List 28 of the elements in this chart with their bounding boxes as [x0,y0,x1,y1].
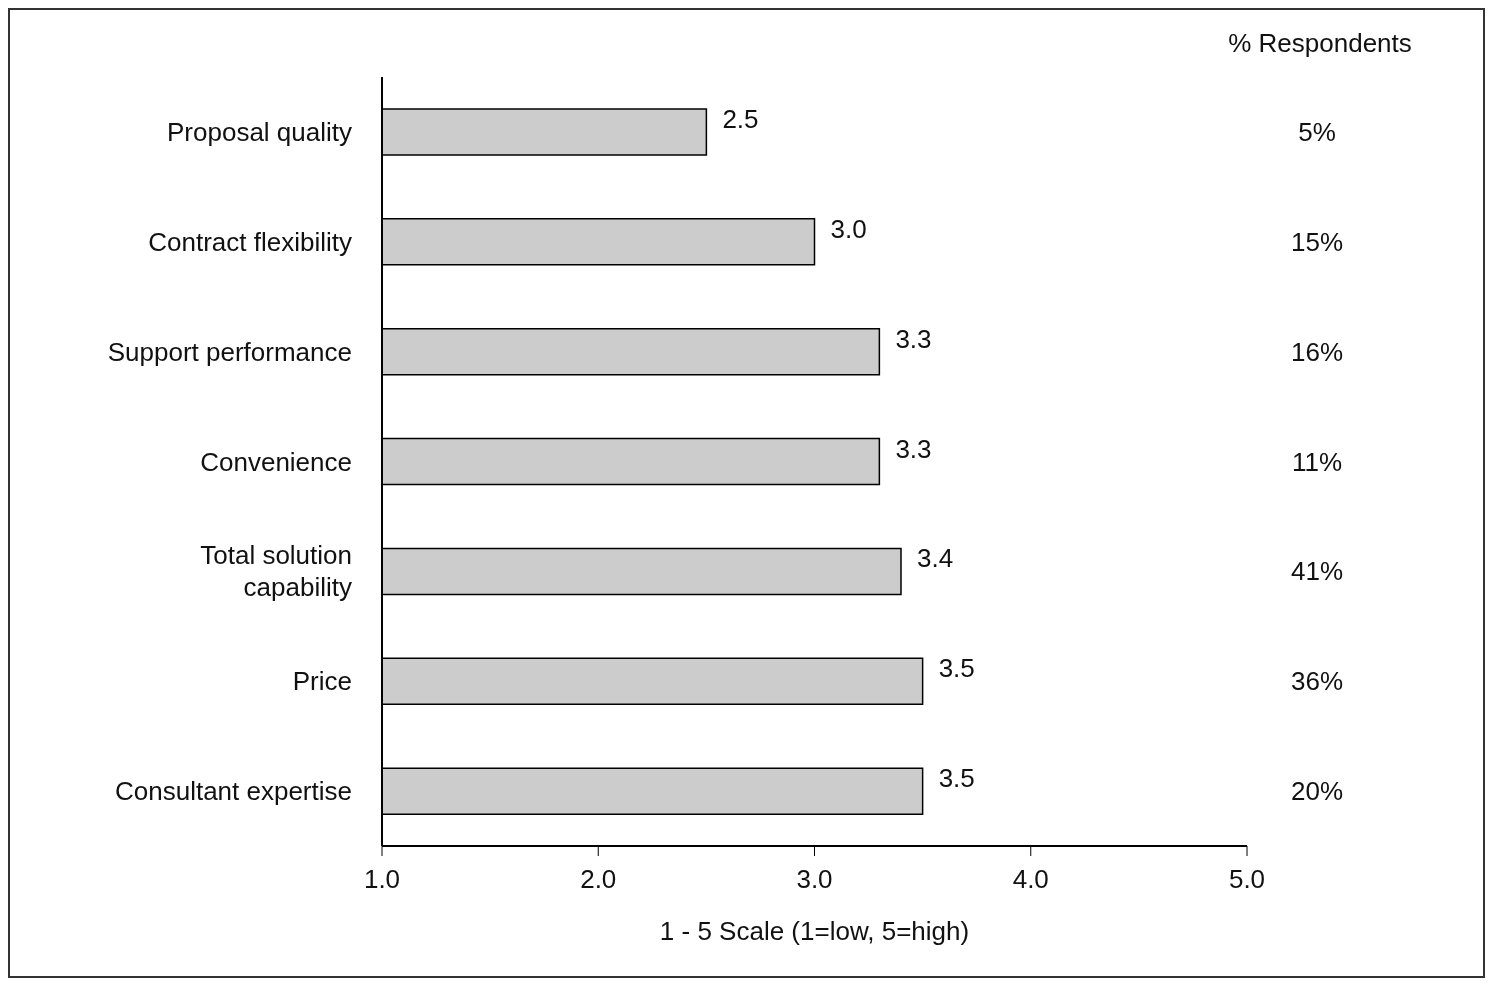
text: 16% [1290,336,1344,367]
y-tick-label: Consultant expertise [114,776,352,807]
y-tick-label: Support performance [107,336,352,367]
text: 15% [1290,226,1344,257]
y-tick-label: Contract flexibility [148,226,352,257]
text: 11% [1291,446,1343,477]
data-label: 2.5 [722,104,759,134]
data-label: 3.3 [895,323,932,354]
data-label: 3.4 [917,543,954,574]
y-tick-label: Convenience [200,446,352,477]
x-tick-label: 4.0 [1012,864,1049,895]
text: 5% [1298,116,1336,147]
data-label: 3.5 [938,763,975,794]
x-tick-label: 3.0 [796,864,833,895]
data-label: 3.5 [938,653,975,684]
y-tick-label: Total solution capability [200,540,352,603]
text: % Respondents [1227,28,1413,59]
data-label: 3.3 [895,433,932,464]
x-axis-title: 1 - 5 Scale (1=low, 5=high) [659,916,970,946]
data-label: 3.0 [830,213,867,244]
x-tick-label: 2.0 [580,864,617,895]
x-tick-label: 5.0 [1228,864,1266,895]
text: 20% [1290,776,1344,807]
y-tick-label: Proposal quality [167,116,352,147]
text: 41% [1290,556,1344,587]
y-tick-label: Price [292,666,352,697]
text: 36% [1290,666,1344,697]
x-tick-label: 1.0 [363,864,401,895]
